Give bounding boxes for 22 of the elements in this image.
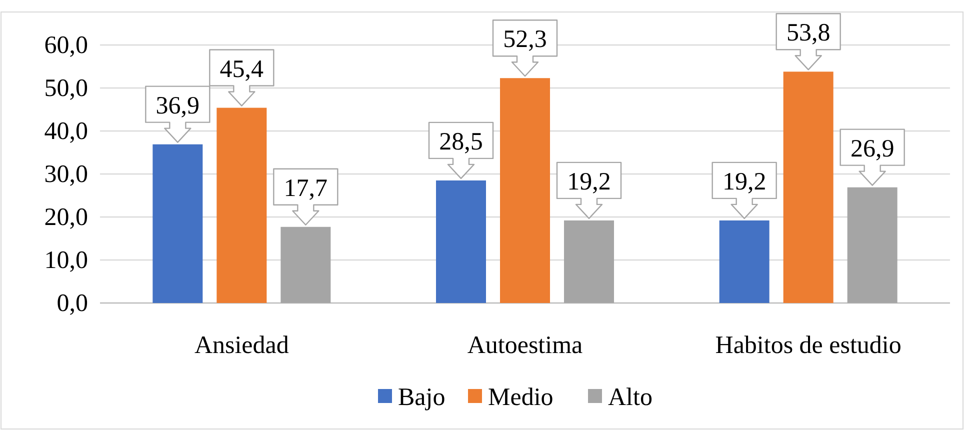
y-tick-label: 0,0 (56, 290, 88, 317)
y-tick-label: 20,0 (44, 204, 88, 231)
data-label: 53,8 (786, 20, 830, 47)
data-label: 19,2 (567, 168, 611, 196)
y-tick-label: 30,0 (44, 161, 88, 188)
data-label: 36,9 (156, 92, 200, 120)
legend-label: Alto (608, 384, 652, 411)
x-tick-label: Ansiedad (194, 332, 290, 359)
y-tick-label: 10,0 (44, 247, 88, 274)
data-label: 45,4 (220, 56, 264, 83)
x-tick-label: Autoestima (467, 332, 583, 359)
y-tick-label: 50,0 (44, 75, 88, 102)
data-label: 52,3 (503, 26, 547, 54)
data-label: 19,2 (722, 168, 766, 196)
x-tick-label: Habitos de estudio (715, 332, 902, 359)
data-label: 28,5 (439, 128, 483, 156)
legend-label: Bajo (398, 384, 446, 411)
data-label: 26,9 (850, 135, 894, 162)
legend-label: Medio (488, 384, 554, 411)
data-label: 17,7 (284, 174, 328, 202)
y-tick-label: 40,0 (44, 118, 88, 145)
y-tick-label: 60,0 (44, 32, 88, 59)
